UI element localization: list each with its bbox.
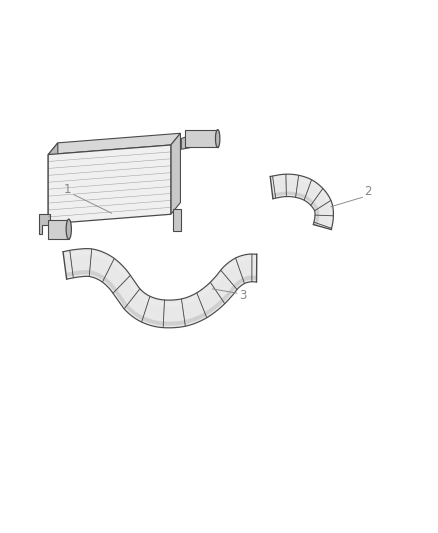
Text: 1: 1 [64, 183, 72, 196]
Text: 3: 3 [240, 289, 247, 302]
Polygon shape [173, 209, 181, 231]
Polygon shape [48, 220, 69, 239]
Polygon shape [66, 270, 257, 326]
Polygon shape [48, 133, 180, 155]
Polygon shape [48, 143, 58, 224]
Polygon shape [48, 145, 171, 224]
Polygon shape [39, 214, 50, 234]
Ellipse shape [215, 130, 220, 148]
Polygon shape [63, 248, 257, 328]
Polygon shape [185, 130, 218, 147]
Ellipse shape [66, 219, 71, 239]
Polygon shape [270, 176, 332, 229]
Text: 2: 2 [364, 185, 372, 198]
Polygon shape [272, 191, 319, 225]
Polygon shape [64, 251, 257, 306]
Polygon shape [171, 133, 180, 214]
Polygon shape [181, 135, 190, 149]
Polygon shape [270, 174, 333, 230]
